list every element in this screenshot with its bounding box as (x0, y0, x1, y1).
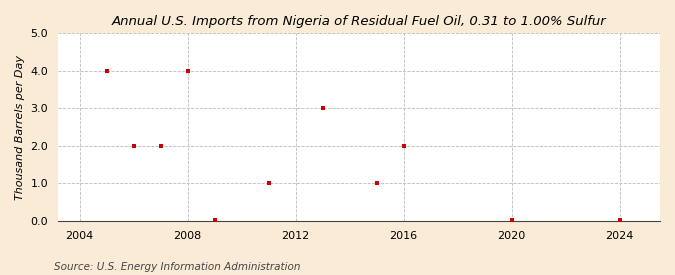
Point (128, 144, 139, 148)
Point (614, 218, 625, 222)
Point (209, 218, 220, 222)
Point (263, 181, 274, 186)
Point (506, 218, 517, 222)
Point (101, 69, 112, 73)
Point (155, 144, 166, 148)
Title: Annual U.S. Imports from Nigeria of Residual Fuel Oil, 0.31 to 1.00% Sulfur: Annual U.S. Imports from Nigeria of Resi… (111, 15, 606, 28)
Text: Source: U.S. Energy Information Administration: Source: U.S. Energy Information Administ… (54, 262, 300, 272)
Point (182, 69, 193, 73)
Point (317, 106, 328, 111)
Point (371, 181, 382, 186)
Y-axis label: Thousand Barrels per Day: Thousand Barrels per Day (15, 55, 25, 200)
Point (398, 144, 409, 148)
